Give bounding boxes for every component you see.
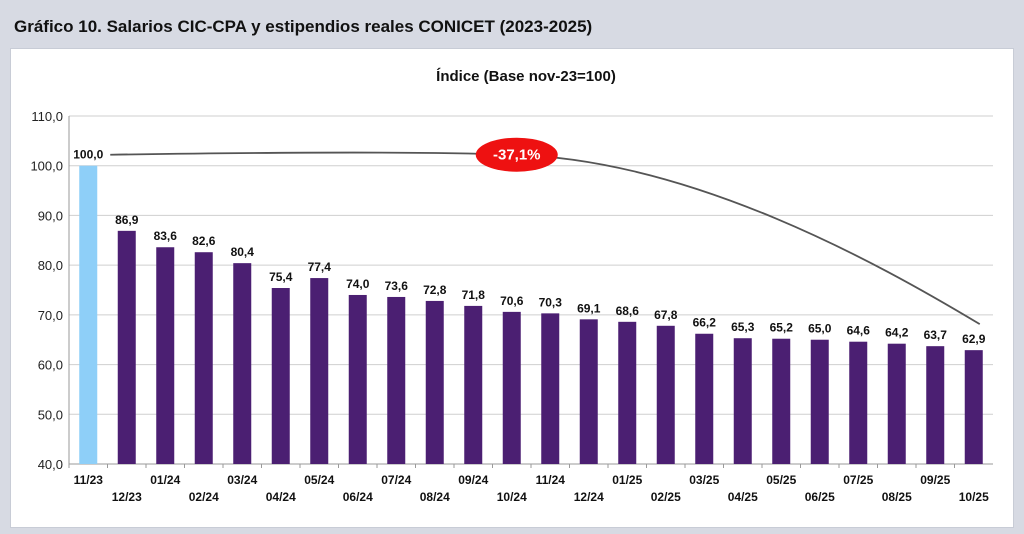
bar (310, 278, 329, 464)
value-label: 67,8 (654, 308, 678, 322)
y-axis: 40,0 50,0 60,0 70,0 80,0 90,0 100,0 110,0 (30, 109, 63, 472)
value-label: 62,9 (962, 332, 986, 346)
bar (194, 252, 213, 464)
value-label: 83,6 (154, 229, 178, 243)
value-label: 70,3 (539, 295, 563, 309)
x-tick-label: 01/24 (150, 473, 180, 487)
bar-chart: Índice (Base nov-23=100) 40,0 50,0 60,0 70,… (30, 68, 993, 504)
bar (387, 296, 406, 464)
x-tick-label: 05/25 (766, 473, 796, 487)
value-label: 64,6 (847, 324, 871, 338)
bar (926, 346, 945, 464)
x-tick-label: 08/25 (882, 490, 912, 504)
x-tick-label: 04/24 (266, 490, 296, 504)
x-tick-label: 12/24 (574, 490, 604, 504)
value-label: 72,8 (423, 283, 447, 297)
y-tick-label: 70,0 (38, 308, 63, 323)
x-tick-label: 07/25 (843, 473, 873, 487)
x-tick-label: 02/25 (651, 490, 681, 504)
x-tick-label: 08/24 (420, 490, 450, 504)
bar (425, 300, 444, 464)
y-tick-label: 60,0 (38, 358, 63, 373)
change-annotation: -37,1% (475, 137, 558, 172)
bar (964, 350, 983, 464)
x-tick-label: 11/24 (536, 473, 566, 487)
value-label: 100,0 (73, 148, 103, 162)
x-tick-label: 03/24 (227, 473, 257, 487)
bars (79, 165, 983, 464)
change-badge (475, 137, 558, 172)
x-tick-label: 06/25 (805, 490, 835, 504)
bar (656, 325, 675, 464)
bar (502, 311, 521, 464)
x-tick-label: 04/25 (728, 490, 758, 504)
bar (849, 341, 868, 464)
x-tick-label: 03/25 (689, 473, 719, 487)
bar (348, 294, 367, 464)
chart-area: Índice (Base nov-23=100) 40,0 50,0 60,0 70,… (10, 48, 1014, 528)
x-tick-label: 09/24 (458, 473, 488, 487)
value-labels: 100,0 86,9 83,6 82,6 80,4 75,4 77,4 74,0 73,6 72,… (73, 148, 986, 346)
x-tick-label: 10/25 (959, 490, 989, 504)
bar (579, 319, 598, 464)
value-label: 74,0 (346, 277, 370, 291)
value-label: 80,4 (231, 245, 255, 259)
bar (695, 333, 714, 464)
y-tick-label: 100,0 (30, 159, 63, 174)
bar (618, 321, 637, 464)
y-tick-label: 90,0 (38, 208, 63, 223)
bar (156, 247, 175, 464)
value-label: 65,0 (808, 322, 832, 336)
value-label: 86,9 (115, 213, 139, 227)
bar (233, 263, 252, 464)
value-label: 64,2 (885, 326, 909, 340)
value-label: 66,2 (693, 316, 717, 330)
x-tick-label: 10/24 (497, 490, 527, 504)
value-label: 71,8 (462, 288, 486, 302)
value-label: 65,2 (770, 321, 794, 335)
value-label: 75,4 (269, 270, 293, 284)
x-tick-label: 02/24 (189, 490, 219, 504)
value-label: 82,6 (192, 234, 216, 248)
x-tick-label: 09/25 (920, 473, 950, 487)
value-label: 69,1 (577, 301, 601, 315)
x-tick-label: 07/24 (381, 473, 411, 487)
x-tick-label: 06/24 (343, 490, 373, 504)
x-tick-label: 11/23 (74, 473, 104, 487)
page-title: Gráfico 10. Salarios CIC-CPA y estipendi… (14, 17, 593, 36)
x-tick-label: 01/25 (612, 473, 642, 487)
x-axis: 11/23 12/23 01/24 02/24 03/24 04/24 05/24 06/24… (68, 464, 989, 504)
bar (541, 313, 560, 464)
bar (810, 339, 829, 464)
chart-subtitle: Índice (Base nov-23=100) (436, 68, 616, 85)
bar (887, 343, 906, 464)
value-label: 70,6 (500, 294, 524, 308)
bar (117, 230, 136, 464)
bar (733, 338, 752, 464)
value-label: 68,6 (616, 304, 640, 318)
bar (464, 305, 483, 464)
change-badge-label: -37,1% (493, 147, 541, 164)
y-tick-label: 40,0 (38, 457, 63, 472)
x-tick-label: 12/23 (112, 490, 142, 504)
bar (79, 165, 98, 464)
y-tick-label: 50,0 (38, 407, 63, 422)
bar (271, 288, 290, 464)
value-label: 73,6 (385, 279, 409, 293)
bar (772, 338, 791, 464)
y-tick-label: 110,0 (31, 109, 63, 124)
value-label: 77,4 (308, 260, 332, 274)
value-label: 65,3 (731, 320, 755, 334)
x-tick-label: 05/24 (304, 473, 334, 487)
value-label: 63,7 (924, 328, 948, 342)
y-tick-label: 80,0 (38, 258, 63, 273)
